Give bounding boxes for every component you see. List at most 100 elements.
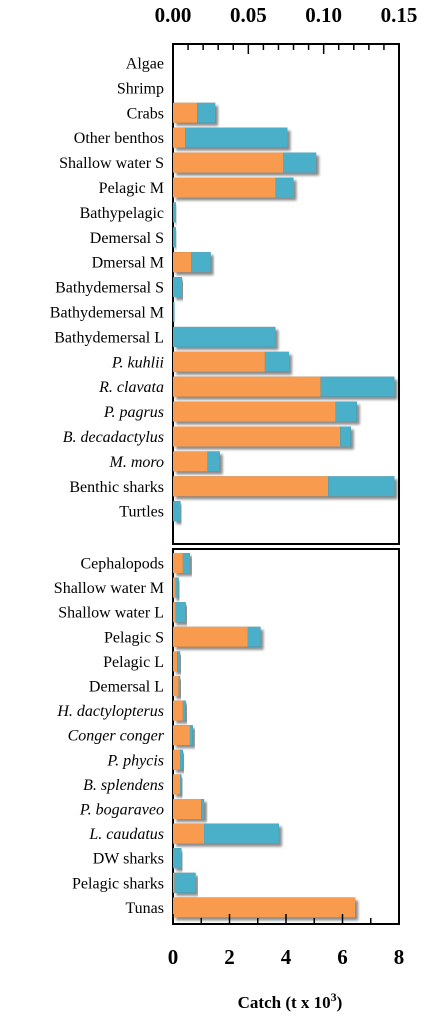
category-label: Shallow water L: [58, 605, 164, 622]
category-label: Cephalopods: [80, 556, 164, 573]
bar-orange: [173, 749, 181, 770]
category-label: Conger conger: [68, 728, 165, 745]
bar-orange: [173, 700, 183, 721]
bottom-axis: 0 2 4 6 8: [168, 914, 405, 969]
bar-blue: [180, 774, 182, 795]
bar-blue: [178, 676, 181, 696]
category-label: Bathydemersal M: [50, 305, 164, 322]
category-label: Bathydemersal S: [55, 280, 164, 297]
bar-orange: [173, 823, 205, 844]
bar-blue: [201, 799, 205, 819]
category-label: P. pagrus: [103, 404, 164, 421]
category-label: Dmersal M: [92, 255, 164, 272]
bar-blue: [340, 426, 351, 447]
bar-orange: [173, 177, 276, 198]
category-label: P. bogaraveo: [79, 802, 164, 819]
top-panel: Algae Shrimp Crabs Other benthos Shallow wat…: [50, 43, 400, 545]
bar-blue: [182, 700, 186, 721]
bar-orange: [173, 626, 248, 647]
bar-orange: [173, 774, 181, 795]
bar-blue: [185, 127, 288, 148]
category-label: M. moro: [108, 454, 164, 471]
category-label: R. clavata: [98, 379, 164, 396]
bar-blue: [189, 725, 193, 746]
category-label: B. splendens: [83, 777, 164, 794]
category-label: Pelagic sharks: [72, 875, 164, 892]
bar-blue: [173, 227, 177, 248]
bar-orange: [173, 577, 176, 598]
category-label: H. dactylopterus: [56, 703, 164, 720]
bottom-tick-label: 4: [281, 945, 292, 969]
bar-orange: [173, 651, 178, 672]
bar-blue: [173, 202, 177, 223]
category-label: B. decadactylus: [63, 429, 164, 446]
category-label: L. caudatus: [88, 826, 164, 843]
x-axis-title-superscript: 3: [331, 990, 337, 1004]
category-label: P. kuhlii: [111, 354, 164, 371]
category-label: Turtles: [119, 504, 164, 521]
x-axis-title-main: Catch (t x 10: [238, 993, 331, 1012]
bar-orange: [173, 676, 179, 696]
bar-blue: [177, 651, 181, 672]
category-label: Demersal S: [90, 230, 164, 247]
category-label: P. phycis: [106, 752, 164, 769]
bottom-tick-label: 8: [394, 945, 405, 969]
category-label: Pelagic S: [104, 629, 164, 646]
bar-orange: [173, 252, 192, 273]
bar-blue: [175, 602, 186, 623]
bar-orange: [173, 725, 190, 746]
top-tick-label: 0.05: [230, 3, 267, 27]
bar-blue: [173, 848, 182, 869]
category-label: Algae: [126, 56, 164, 73]
top-axis: 0.00 0.05 0.10 0.15: [155, 3, 418, 54]
category-label: Other benthos: [74, 130, 164, 147]
x-axis-title-suffix: ): [337, 993, 343, 1012]
bar-orange: [173, 553, 183, 573]
bar-blue: [173, 326, 276, 347]
bar-orange: [173, 799, 202, 819]
bar-blue: [197, 102, 216, 123]
category-label: Tunas: [125, 900, 164, 917]
bar-blue: [328, 476, 395, 497]
bar-orange: [173, 127, 186, 148]
bar-blue: [320, 376, 395, 397]
bar-blue: [264, 351, 290, 372]
bottom-panel: Cephalopods Shallow water M Shallow water …: [54, 548, 400, 925]
category-label: Bathydemersal L: [54, 329, 164, 346]
bar-blue: [191, 252, 211, 273]
bar-orange: [173, 401, 336, 422]
bar-orange: [173, 102, 198, 123]
bar-blue: [282, 152, 317, 173]
top-tick-label: 0.10: [305, 3, 342, 27]
bar-blue: [173, 277, 183, 298]
bar-blue: [207, 451, 220, 472]
bar-blue: [175, 577, 179, 598]
bar-orange: [173, 152, 283, 173]
bottom-tick-label: 2: [224, 945, 235, 969]
bar-blue: [173, 501, 181, 522]
x-axis-title: Catch (t x 103): [238, 990, 343, 1012]
bar-blue: [174, 872, 196, 893]
bar-orange: [173, 426, 341, 447]
category-label: Shallow water S: [59, 155, 164, 172]
bar-blue: [180, 749, 183, 770]
category-label: Pelagic L: [103, 654, 164, 671]
bar-orange: [173, 376, 321, 397]
category-label: Benthic sharks: [69, 479, 164, 496]
bar-orange: [173, 602, 176, 623]
bar-blue: [173, 302, 175, 322]
bar-orange: [173, 476, 329, 497]
bottom-tick-label: 0: [168, 945, 179, 969]
bar-blue: [335, 401, 357, 422]
bar-orange: [173, 451, 208, 472]
bar-orange: [173, 897, 356, 918]
category-label: DW sharks: [93, 851, 164, 868]
bar-blue: [182, 553, 190, 573]
bar-orange: [173, 872, 175, 893]
bar-blue: [247, 626, 261, 647]
category-label: Pelagic M: [99, 180, 164, 197]
category-label: Crabs: [127, 105, 164, 122]
bar-orange: [173, 351, 265, 372]
top-tick-label: 0.15: [381, 3, 418, 27]
